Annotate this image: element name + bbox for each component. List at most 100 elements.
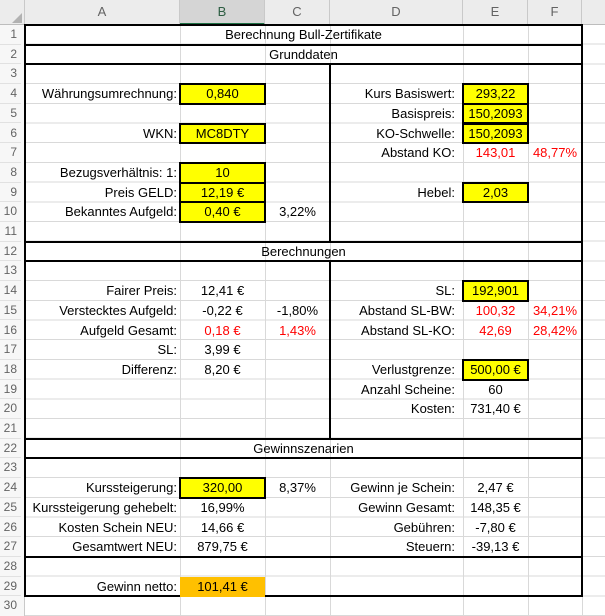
kurssteigerung-gehebelt-value[interactable]: 16,99% [200, 499, 245, 515]
column-header-c[interactable]: C [265, 0, 330, 25]
row-header-16[interactable]: 16 [0, 321, 21, 341]
row-header-4[interactable]: 4 [0, 84, 21, 104]
abstand-sl-ko-label[interactable]: Abstand SL-KO: [361, 322, 455, 338]
row-header-9[interactable]: 9 [0, 183, 21, 203]
column-header-e[interactable]: E [463, 0, 528, 25]
row-header-1[interactable]: 1 [0, 25, 21, 45]
anzahl-scheine-label[interactable]: Anzahl Scheine: [361, 381, 455, 397]
kosten-schein-neu-label[interactable]: Kosten Schein NEU: [58, 519, 177, 535]
anzahl-scheine-value[interactable]: 60 [488, 381, 503, 397]
basispreis-label[interactable]: Basispreis: [391, 105, 455, 121]
ko-schwelle-input[interactable]: 150,2093 [462, 122, 529, 145]
wkn-label[interactable]: WKN: [143, 125, 177, 141]
kosten-label[interactable]: Kosten: [410, 401, 455, 417]
bezugsverhaeltnis-label[interactable]: Bezugsverhältnis: 1: [59, 164, 177, 180]
basispreis-input[interactable]: 150,2093 [462, 102, 529, 125]
steuern-label[interactable]: Steuern: [405, 539, 455, 555]
abstand-sl-bw-label[interactable]: Abstand SL-BW: [359, 302, 455, 318]
verstecktes-aufgeld-value[interactable]: -0,22 € [202, 302, 243, 318]
row-header-12[interactable]: 12 [0, 242, 21, 262]
abstand-ko-value[interactable]: 143,01 [475, 145, 516, 161]
gebuehren-value[interactable]: -7,80 € [475, 519, 516, 535]
gesamtwert-neu-label[interactable]: Gesamtwert NEU: [72, 539, 177, 555]
row-header-7[interactable]: 7 [0, 143, 21, 163]
hebel-label[interactable]: Hebel: [417, 184, 455, 200]
row-header-22[interactable]: 22 [0, 439, 21, 459]
verstecktes-aufgeld-label[interactable]: Verstecktes Aufgeld: [59, 302, 177, 318]
gewinn-gesamt-value[interactable]: 148,35 € [470, 499, 521, 515]
aufgeld-gesamt-label[interactable]: Aufgeld Gesamt: [80, 322, 177, 338]
section-header-berechnungen[interactable]: Berechnungen [261, 243, 346, 259]
waehrungsumrechnung-label[interactable]: Währungsumrechnung: [41, 86, 177, 102]
kurssteigerung-label[interactable]: Kurssteigerung: [85, 480, 177, 496]
gewinn-gesamt-label[interactable]: Gewinn Gesamt: [358, 499, 455, 515]
abstand-ko-percent[interactable]: 48,77% [532, 145, 578, 161]
differenz-value[interactable]: 8,20 € [204, 361, 241, 377]
kurssteigerung-percent[interactable]: 8,37% [279, 480, 316, 496]
row-header-17[interactable]: 17 [0, 340, 21, 360]
column-header-b-selected[interactable]: B [180, 0, 265, 25]
abstand-sl-ko-percent[interactable]: 28,42% [532, 322, 578, 338]
gewinn-je-schein-label[interactable]: Gewinn je Schein: [350, 480, 455, 496]
bezugsverhaeltnis-input[interactable]: 10 [179, 161, 266, 184]
verlustgrenze-label[interactable]: Verlustgrenze: [371, 361, 455, 377]
bekanntes-aufgeld-percent[interactable]: 3,22% [279, 204, 316, 220]
kurs-basiswert-input[interactable]: 293,22 [462, 83, 529, 105]
steuern-value[interactable]: -39,13 € [471, 539, 520, 555]
row-header-27[interactable]: 27 [0, 537, 21, 557]
preis-geld-input[interactable]: 12,19 € [179, 181, 266, 204]
abstand-sl-bw-value[interactable]: 100,32 [475, 302, 516, 318]
row-header-25[interactable]: 25 [0, 498, 21, 518]
differenz-label[interactable]: Differenz: [121, 361, 177, 377]
row-header-28[interactable]: 28 [0, 557, 21, 577]
bekanntes-aufgeld-input[interactable]: 0,40 € [179, 201, 266, 223]
section-header-gewinnszenarien[interactable]: Gewinnszenarien [253, 440, 354, 456]
gesamtwert-neu-value[interactable]: 879,75 € [197, 539, 248, 555]
gewinn-netto-label[interactable]: Gewinn netto: [96, 578, 177, 594]
row-header-14[interactable]: 14 [0, 281, 21, 301]
gewinn-netto-value[interactable]: 101,41 € [180, 576, 265, 597]
row-header-15[interactable]: 15 [0, 301, 21, 321]
row-header-30[interactable]: 30 [3, 598, 17, 613]
select-all-corner[interactable] [0, 0, 25, 25]
row-header-10[interactable]: 10 [0, 202, 21, 222]
abstand-sl-bw-percent[interactable]: 34,21% [532, 302, 578, 318]
sl-rechts-input[interactable]: 192,901 [462, 280, 529, 302]
section-header-grunddaten[interactable]: Grunddaten [269, 46, 338, 62]
abstand-ko-label[interactable]: Abstand KO: [381, 145, 455, 161]
row-header-5[interactable]: 5 [0, 104, 21, 124]
sl-rechts-label[interactable]: SL: [435, 283, 455, 299]
row-header-19[interactable]: 19 [0, 380, 21, 400]
abstand-sl-ko-value[interactable]: 42,69 [479, 322, 512, 338]
row-header-29[interactable]: 29 [0, 577, 21, 597]
column-header-a[interactable]: A [25, 0, 180, 25]
aufgeld-gesamt-value[interactable]: 0,18 € [204, 322, 241, 338]
kurssteigerung-gehebelt-label[interactable]: Kurssteigerung gehebelt: [32, 499, 177, 515]
ko-schwelle-label[interactable]: KO-Schwelle: [376, 125, 455, 141]
sl-links-label[interactable]: SL: [157, 342, 177, 358]
row-header-23[interactable]: 23 [0, 458, 21, 479]
bekanntes-aufgeld-label[interactable]: Bekanntes Aufgeld: [64, 204, 177, 220]
kosten-schein-neu-value[interactable]: 14,66 € [200, 519, 245, 535]
wkn-input[interactable]: MC8DTY [179, 122, 266, 145]
column-header-d[interactable]: D [330, 0, 463, 25]
gebuehren-label[interactable]: Gebühren: [393, 519, 455, 535]
kosten-value[interactable]: 731,40 € [470, 401, 521, 417]
sl-links-value[interactable]: 3,99 € [204, 342, 241, 358]
kurs-basiswert-label[interactable]: Kurs Basiswert: [364, 86, 455, 102]
fairer-preis-value[interactable]: 12,41 € [200, 283, 245, 299]
hebel-input[interactable]: 2,03 [462, 181, 529, 204]
row-header-18[interactable]: 18 [0, 360, 21, 380]
row-header-21[interactable]: 21 [0, 419, 21, 439]
sheet-title-cell[interactable]: Berechnung Bull-Zertifikate [225, 27, 382, 42]
verstecktes-aufgeld-percent[interactable]: -1,80% [276, 302, 319, 318]
preis-geld-label[interactable]: Preis GELD: [104, 184, 177, 200]
row-header-13[interactable]: 13 [0, 261, 21, 282]
row-header-8[interactable]: 8 [0, 163, 21, 183]
row-header-20[interactable]: 20 [0, 399, 21, 419]
row-header-24[interactable]: 24 [0, 478, 21, 498]
row-header-26[interactable]: 26 [0, 518, 21, 538]
row-header-2[interactable]: 2 [0, 45, 21, 65]
row-header-3[interactable]: 3 [0, 64, 21, 85]
kurssteigerung-input[interactable]: 320,00 [179, 477, 266, 499]
